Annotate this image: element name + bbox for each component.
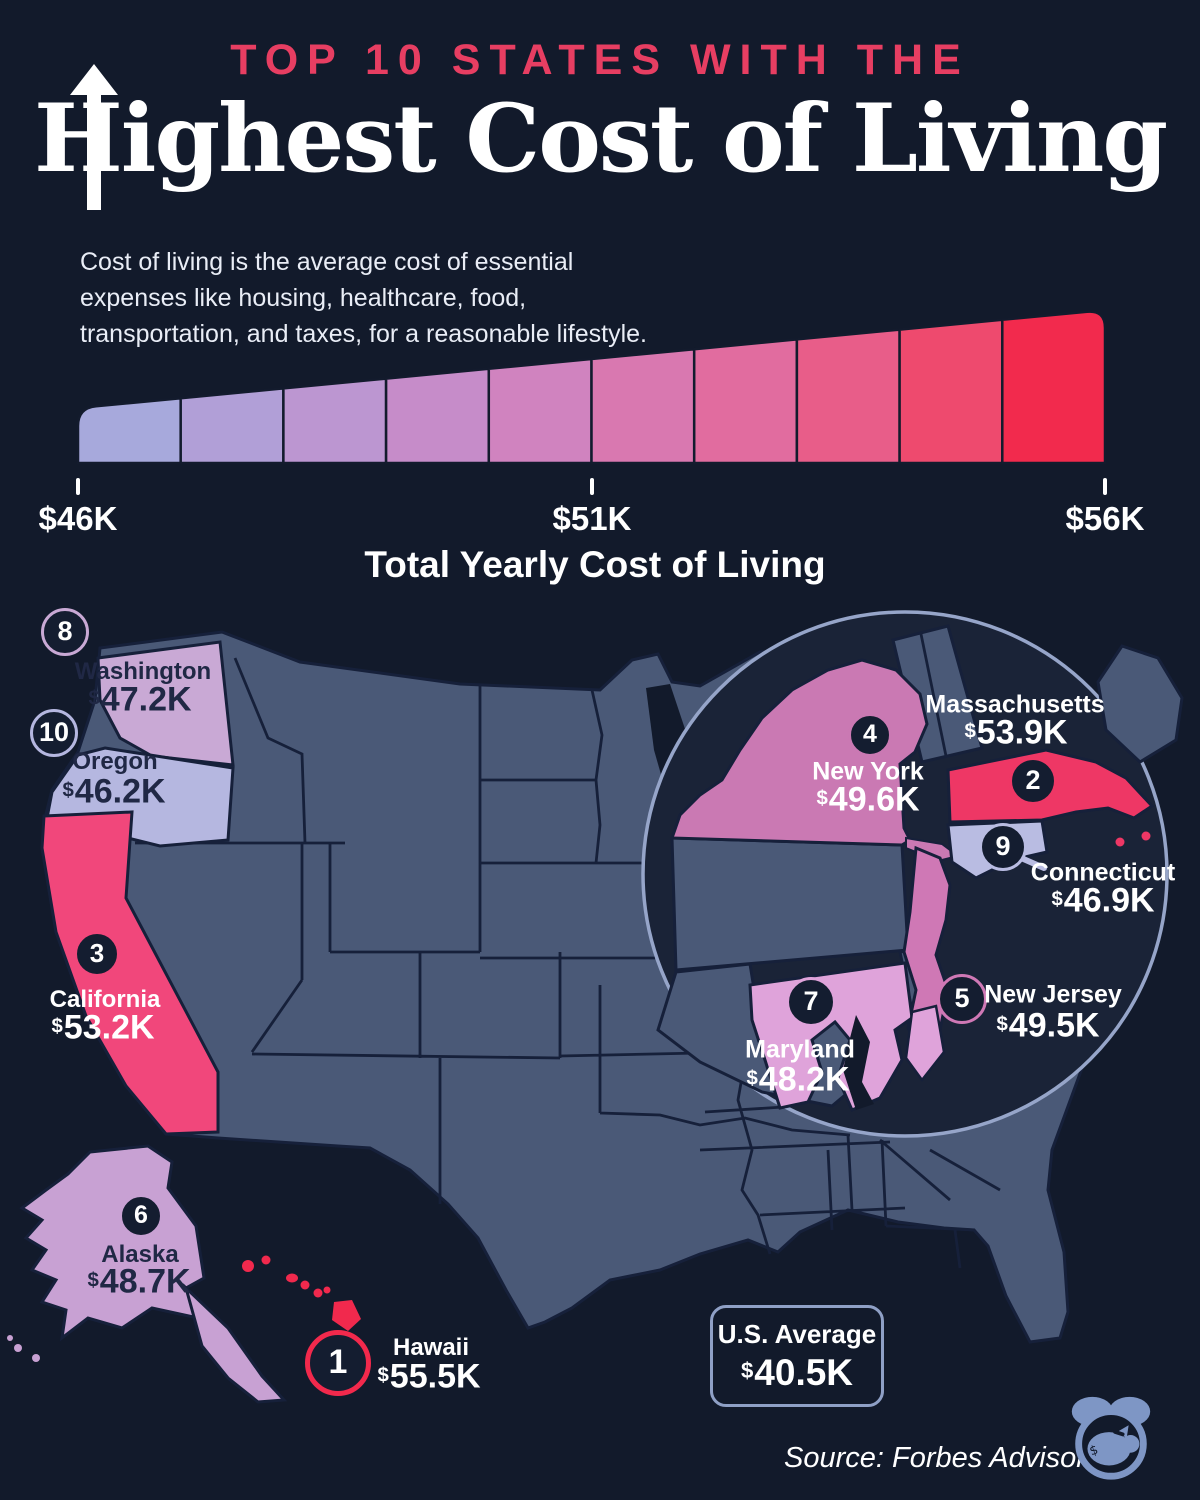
state-label-new-jersey: New Jersey	[984, 980, 1122, 1009]
chesapeake-bay	[843, 1015, 874, 1110]
scale-segment-10	[1001, 310, 1107, 465]
rank-badge-new-jersey: 5	[937, 974, 987, 1024]
state-label-washington: Washington	[74, 658, 212, 685]
rank-badge-washington: 8	[41, 608, 89, 656]
state-value-alaska: $48.7K	[87, 1262, 191, 1301]
rank-badge-connecticut: 9	[979, 823, 1027, 871]
up-arrow-icon	[70, 64, 118, 215]
state-value-maryland: $48.2K	[746, 1060, 850, 1099]
state-new-york	[669, 658, 929, 847]
state-label-california: California	[49, 986, 161, 1013]
rank-badge-oregon: 10	[30, 709, 78, 757]
state-pennsylvania	[670, 836, 910, 972]
eyebrow-title: TOP 10 STATES WITH THE	[230, 36, 970, 84]
state-value-oregon: $46.2K	[62, 772, 166, 811]
scale-segment-4	[384, 367, 491, 465]
tick-mark-high	[1103, 478, 1107, 495]
scale-segment-8	[795, 328, 901, 465]
tick-label-mid: $51K	[552, 500, 632, 537]
state-label-connecticut: Connecticut	[1030, 858, 1176, 887]
state-value-connecticut: $46.9K	[1051, 881, 1155, 920]
vt-nh-border	[919, 633, 948, 757]
state-value-new-jersey: $49.5K	[996, 1006, 1100, 1045]
tick-label-low: $46K	[38, 500, 118, 537]
maryland-eastern-shore	[904, 1004, 946, 1083]
state-label-new-york: New York	[812, 757, 924, 786]
state-label-alaska: Alaska	[101, 1241, 179, 1268]
state-label-hawaii: Hawaii	[392, 1334, 470, 1361]
state-label-maryland: Maryland	[745, 1035, 855, 1064]
rank-badge-hawaii: 1	[305, 1330, 371, 1396]
state-california	[40, 810, 220, 1136]
state-label-oregon: Oregon	[72, 748, 158, 775]
state-value-california: $53.2K	[51, 1008, 155, 1047]
rank-badge-maryland: 7	[786, 977, 836, 1027]
tick-mark-mid	[590, 478, 594, 495]
state-value-hawaii: $55.5K	[377, 1357, 481, 1396]
rank-badge-alaska: 6	[119, 1194, 163, 1238]
us-map	[7, 610, 1184, 1404]
state-label-massachusetts: Massachusetts	[925, 690, 1105, 719]
long-island	[905, 836, 961, 863]
state-value-massachusetts: $53.9K	[964, 713, 1068, 752]
tick-label-high: $56K	[1065, 500, 1145, 537]
state-hawaii	[242, 1255, 361, 1331]
cost-scale-wedge	[76, 310, 1107, 465]
state-maine	[1096, 644, 1184, 764]
rank-badge-california: 3	[74, 931, 120, 977]
scale-segment-2	[179, 387, 285, 465]
us-average-box: U.S. Average $40.5K	[710, 1305, 884, 1407]
scale-segment-5	[487, 357, 593, 465]
scale-segment-3	[282, 377, 388, 465]
description-text: Cost of living is the average cost of es…	[80, 248, 647, 348]
state-borders	[135, 657, 1001, 1269]
scale-segment-6	[590, 347, 696, 465]
scale-segment-7	[692, 338, 799, 465]
scale-segment-1	[76, 396, 182, 465]
rank-badge-massachusetts: 2	[1009, 757, 1057, 805]
source-attribution: Source: Forbes Advisor	[784, 1442, 1086, 1474]
us-average-value: $40.5K	[740, 1351, 854, 1393]
us-average-label: U.S. Average	[717, 1318, 877, 1349]
tick-mark-low	[76, 478, 80, 495]
piggy-bank-logo: $	[1062, 1392, 1160, 1489]
page-title: Highest Cost of Living	[33, 84, 1168, 194]
scale-axis-title: Total Yearly Cost of Living	[364, 544, 826, 585]
ma-island	[1115, 837, 1125, 847]
rank-badge-new-york: 4	[848, 713, 892, 757]
state-alaska	[7, 1144, 288, 1404]
state-value-new-york: $49.6K	[816, 780, 920, 819]
ma-island	[1141, 831, 1151, 841]
scale-segment-9	[898, 318, 1004, 465]
state-value-washington: $47.2K	[88, 680, 192, 719]
